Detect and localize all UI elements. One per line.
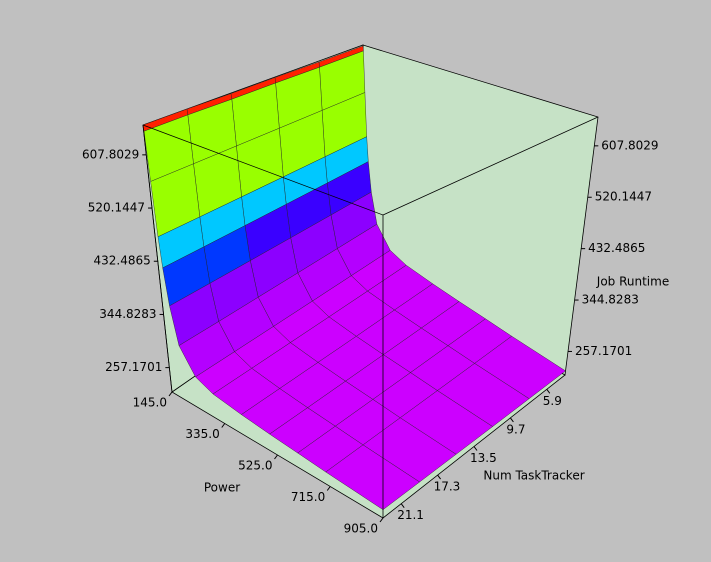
- x-tick-label: 525.0: [238, 459, 272, 473]
- x-tick-label: 715.0: [291, 490, 325, 504]
- x-tick: [326, 486, 331, 491]
- y-tick: [437, 474, 442, 480]
- z-tick-label: 607.8029: [601, 138, 658, 152]
- z-tick-label: 344.8283: [582, 293, 639, 307]
- x-tick-label: 145.0: [133, 396, 167, 410]
- surface: [142, 45, 566, 510]
- y-tick-label: 21.1: [397, 508, 424, 522]
- y-axis-title: Num TaskTracker: [483, 469, 584, 483]
- x-tick: [221, 423, 226, 428]
- y-tick: [473, 446, 478, 451]
- box-edge: [382, 116, 599, 216]
- y-tick: [509, 417, 514, 423]
- x-tick: [168, 391, 173, 397]
- z-tick-label: 520.1447: [88, 201, 145, 215]
- y-tick: [400, 503, 405, 509]
- x-tick-label: 905.0: [344, 522, 378, 536]
- z-tick-label: 432.4865: [94, 254, 151, 268]
- y-tick: [546, 388, 551, 394]
- y-tick-label: 13.5: [470, 451, 497, 465]
- z-tick-label: 520.1447: [595, 190, 652, 204]
- x-tick-label: 335.0: [185, 427, 219, 441]
- y-tick-label: 5.9: [543, 394, 562, 408]
- box-edge: [142, 124, 384, 216]
- y-tick-label: 17.3: [434, 480, 461, 494]
- x-axis-title: Power: [204, 481, 240, 495]
- z-tick-label: 432.4865: [588, 241, 645, 255]
- labels: Power Num TaskTracker Job Runtime 257.17…: [82, 138, 669, 535]
- x-tick: [274, 454, 278, 460]
- box-edge: [142, 124, 173, 393]
- front-edges: [142, 116, 599, 523]
- y-tick-label: 9.7: [506, 422, 525, 436]
- z-axis-title: Job Runtime: [596, 275, 669, 289]
- z-tick-label: 607.8029: [82, 147, 139, 161]
- z-tick-label: 344.8283: [99, 307, 156, 321]
- x-tick: [379, 517, 384, 523]
- z-tick-label: 257.1701: [105, 360, 162, 374]
- z-tick-label: 257.1701: [575, 344, 632, 358]
